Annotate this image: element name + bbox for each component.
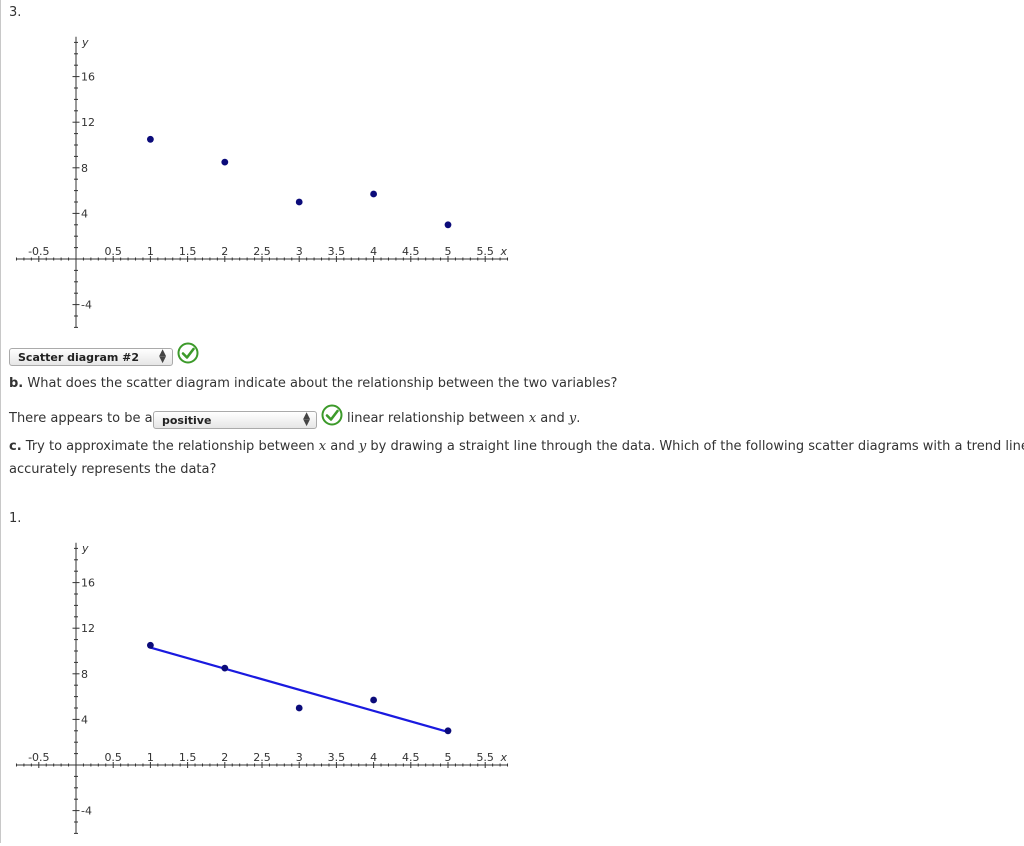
data-point: [370, 190, 377, 198]
x-axis-label: x: [500, 245, 508, 258]
part-c-text-2: by drawing a straight line through the d…: [370, 439, 1024, 454]
data-point: [221, 158, 229, 166]
scatter-plot-svg: -0.5 0.5 1 1.5 2 2.5 3 3.5 4 4.5 5 5.5 16 12 8 4 -4 x y: [15, 36, 509, 328]
x-tick-label: 2: [221, 245, 228, 258]
data-point: [295, 704, 303, 712]
y-tick-label: 12: [81, 116, 95, 129]
scatter-diagram-select[interactable]: Scatter diagram #2 ▲ ▼: [9, 348, 173, 366]
data-point: [147, 641, 154, 649]
data-point: [147, 135, 154, 143]
x-tick-label: 4: [370, 751, 377, 764]
select-arrows-icon: ▲ ▼: [159, 348, 166, 365]
relationship-select[interactable]: positive ▲ ▼: [153, 411, 317, 429]
x-tick-label: 5: [445, 751, 452, 764]
part-b-suffix: linear relationship between x and y.: [347, 411, 580, 426]
y-tick-label: 8: [81, 162, 88, 175]
part-b-prefix: There appears to be a: [9, 411, 153, 426]
option-number: 1.: [9, 511, 22, 526]
y-tick-label: -4: [81, 805, 92, 818]
y-tick-label: 12: [81, 622, 95, 635]
x-tick-label: 4.5: [402, 245, 420, 258]
data-point: [295, 198, 303, 206]
x-tick-label: 1.5: [179, 245, 197, 258]
part-b-suffix-text: linear relationship between: [347, 411, 525, 426]
y-tick-label: -4: [81, 299, 92, 312]
part-c-label: c.: [9, 439, 22, 454]
x-tick-label: 3: [296, 245, 303, 258]
scatter-plot-svg: -0.5 0.5 1 1.5 2 2.5 3 3.5 4 4.5 5 5.5 16 12 8 4 -4 x y: [15, 542, 509, 834]
x-tick-label: 5.5: [476, 245, 494, 258]
x-tick-label: -0.5: [28, 751, 49, 764]
y-tick-label: 16: [81, 577, 95, 590]
math-var-y: y: [568, 411, 577, 426]
data-point: [370, 696, 377, 704]
trend-line: [150, 646, 449, 733]
math-var-x: x: [318, 439, 327, 454]
correct-check-icon: [321, 404, 343, 426]
x-axis-label: x: [500, 751, 508, 764]
correct-check-icon: [177, 342, 199, 364]
x-tick-label: 1.5: [179, 751, 197, 764]
y-tick-label: 16: [81, 71, 95, 84]
y-axis-label: y: [81, 542, 89, 555]
scatter-plot-option-1: -0.5 0.5 1 1.5 2 2.5 3 3.5 4 4.5 5 5.5 16 12 8 4 -4 x y: [0, 536, 540, 846]
x-tick-label: 3.5: [328, 751, 346, 764]
and-text: and: [330, 439, 355, 454]
data-point: [221, 664, 229, 672]
y-tick-label: 4: [81, 713, 88, 726]
part-c-text-3: accurately represents the data?: [9, 462, 217, 477]
scatter-plot-question: -0.5 0.5 1 1.5 2 2.5 3 3.5 4 4.5 5 5.5 16 12 8 4 -4 x y: [0, 30, 540, 340]
x-tick-label: 5.5: [476, 751, 494, 764]
x-tick-label: 0.5: [104, 245, 122, 258]
x-tick-label: 2: [221, 751, 228, 764]
y-tick-label: 4: [81, 207, 88, 220]
data-point: [444, 727, 452, 735]
part-b-question: b. What does the scatter diagram indicat…: [9, 376, 617, 391]
and-text: and: [540, 411, 565, 426]
relationship-select-value: positive: [162, 414, 212, 427]
question-number: 3.: [9, 5, 22, 20]
scatter-diagram-select-value: Scatter diagram #2: [18, 351, 140, 364]
math-var-y: y: [358, 439, 367, 454]
part-c-text-1: Try to approximate the relationship betw…: [25, 439, 315, 454]
x-tick-label: 5: [445, 245, 452, 258]
part-b-label: b.: [9, 376, 24, 391]
x-tick-label: 3: [296, 751, 303, 764]
period-text: .: [576, 411, 581, 426]
x-tick-label: 4.5: [402, 751, 420, 764]
select-arrows-icon: ▲ ▼: [303, 411, 310, 428]
data-point: [444, 221, 452, 229]
x-tick-label: 4: [370, 245, 377, 258]
x-tick-label: 0.5: [104, 751, 122, 764]
y-axis-label: y: [81, 36, 89, 49]
x-tick-label: 1: [147, 751, 154, 764]
x-tick-label: 1: [147, 245, 154, 258]
x-tick-label: 3.5: [328, 245, 346, 258]
math-var-x: x: [528, 411, 537, 426]
left-border: [0, 0, 1, 843]
x-tick-label: -0.5: [28, 245, 49, 258]
part-b-question-text: What does the scatter diagram indicate a…: [27, 376, 618, 391]
x-tick-label: 2.5: [253, 245, 271, 258]
y-tick-label: 8: [81, 668, 88, 681]
x-tick-label: 2.5: [253, 751, 271, 764]
part-c-line-1: c. Try to approximate the relationship b…: [9, 439, 1024, 454]
